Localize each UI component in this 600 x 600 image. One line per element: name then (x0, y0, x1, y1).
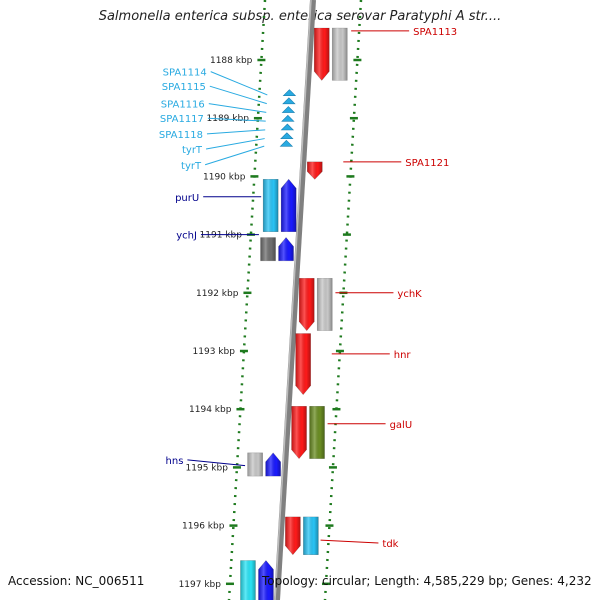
leader-4 (207, 117, 266, 122)
gene-shading-14 (285, 516, 301, 555)
trna-2 (281, 106, 296, 113)
gene-label-galu-13: galU (390, 420, 413, 431)
gene-label-spa1121-8: SPA1121 (405, 158, 449, 169)
gene-label-spa1114-1: SPA1114 (163, 68, 207, 79)
gene-shading-12 (265, 452, 281, 477)
gene-shading-16 (258, 560, 274, 600)
trna-1 (282, 97, 296, 105)
leader-3 (208, 103, 267, 113)
leader-6 (205, 138, 265, 150)
gene-shading-15 (303, 516, 319, 555)
gene-labels-layer: SPA1113 SPA1114 SPA1115 SPA1116 SPA1117 SPA11… (159, 27, 457, 550)
accession-label: Accession: NC_006511 (8, 574, 145, 588)
gene-shading-9 (295, 333, 311, 395)
gene-label-ychj-10: ychJ (176, 231, 197, 242)
backbone-highlight (274, 0, 312, 600)
gene-shading-2 (307, 161, 323, 180)
gene-label-ychk-11: ychK (397, 289, 422, 300)
gene-label-spa1115-2: SPA1115 (162, 82, 206, 93)
genome-summary: Topology: circular; Length: 4,585,229 bp… (262, 574, 592, 588)
trna-0 (282, 89, 297, 96)
gene-shading-17 (240, 560, 256, 600)
trna-4 (280, 123, 295, 131)
gene-label-spa1116-3: SPA1116 (161, 100, 205, 111)
tick-label-1194-kbp: 1194 kbp (189, 405, 232, 415)
gene-shading-7 (299, 278, 315, 331)
backbone-line (274, 0, 316, 600)
leader-1 (210, 71, 268, 96)
gene-label-tdk-15: tdk (382, 539, 398, 550)
gene-shading-4 (263, 179, 279, 232)
tick-label-1192-kbp: 1192 kbp (196, 289, 239, 299)
tick-label-1197-kbp: 1197 kbp (179, 580, 222, 590)
trna-6 (279, 139, 294, 147)
leader-2 (209, 85, 267, 105)
gene-label-hns-14: hns (166, 456, 184, 467)
leader-14 (187, 459, 246, 467)
trna-3 (281, 114, 295, 122)
leader-15 (320, 539, 379, 544)
gene-shading-3 (281, 179, 297, 232)
gene-label-hnr-12: hnr (394, 350, 412, 361)
gene-shading-11 (309, 406, 325, 459)
gene-shading-6 (260, 237, 276, 261)
gene-shading-10 (291, 406, 307, 459)
gene-label-spa1117-4: SPA1117 (160, 114, 204, 125)
leader-5 (206, 129, 266, 135)
tick-label-1190-kbp: 1190 kbp (203, 172, 246, 182)
tick-label-1188-kbp: 1188 kbp (210, 56, 253, 66)
tick-label-1193-kbp: 1193 kbp (193, 347, 236, 357)
gene-shading-13 (247, 452, 263, 477)
tick-label-1191-kbp: 1191 kbp (200, 231, 243, 241)
genome-title: Salmonella enterica subsp. enterica sero… (98, 9, 502, 24)
gene-shading-5 (278, 237, 294, 261)
gene-shading-1 (332, 27, 348, 81)
gene-label-spa1118-5: SPA1118 (159, 130, 203, 141)
gene-shading-8 (317, 278, 333, 331)
backbone-layer (274, 0, 316, 600)
gene-label-spa1113-0: SPA1113 (413, 27, 457, 38)
gene-label-tyrt-7: tyrT (181, 161, 202, 172)
left-rail (227, 0, 267, 600)
genes-layer (240, 27, 348, 600)
gene-label-puru-9: purU (175, 193, 199, 204)
gene-label-tyrt-6: tyrT (182, 145, 203, 156)
trna-5 (280, 132, 294, 140)
tick-label-1196-kbp: 1196 kbp (182, 522, 225, 532)
gene-shading-0 (314, 27, 330, 81)
leader-7 (204, 145, 265, 166)
tick-label-1195-kbp: 1195 kbp (186, 463, 229, 473)
